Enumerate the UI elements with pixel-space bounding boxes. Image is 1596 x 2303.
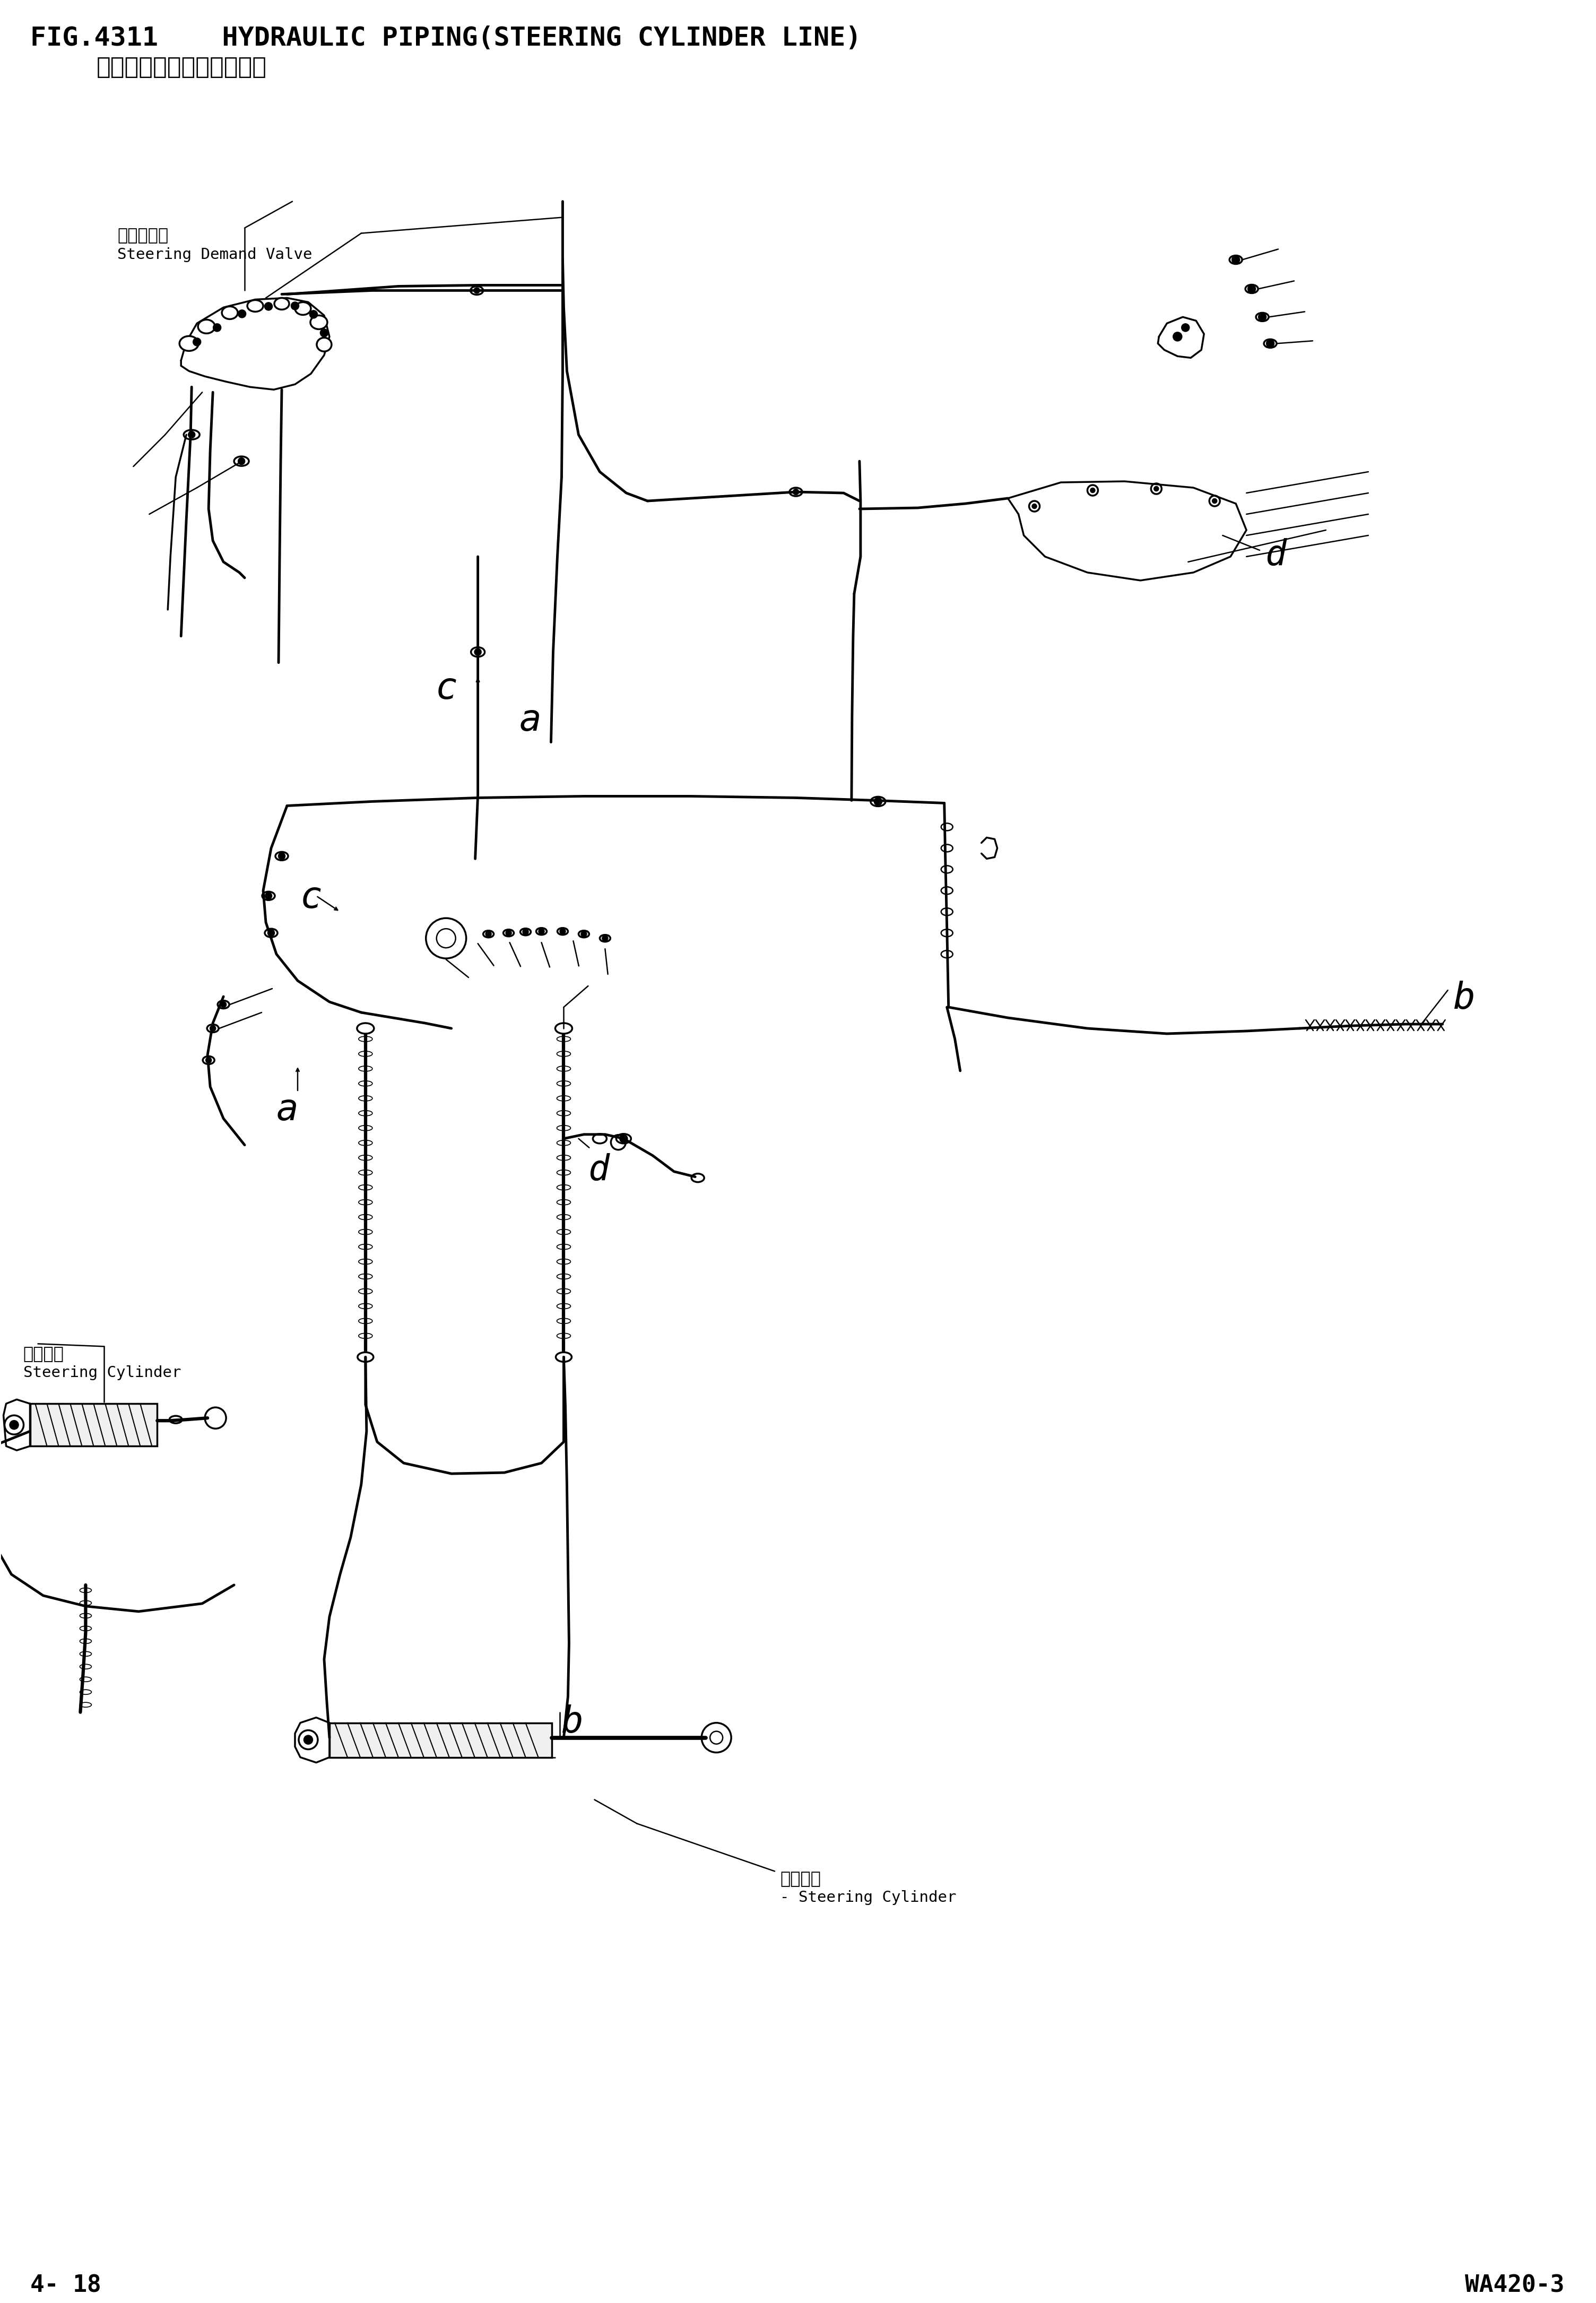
Text: WA420-3: WA420-3 <box>1465 2273 1564 2296</box>
Circle shape <box>506 930 511 935</box>
Ellipse shape <box>179 336 198 350</box>
Circle shape <box>474 288 479 292</box>
Circle shape <box>220 1002 227 1006</box>
Text: Steering Cylinder: Steering Cylinder <box>22 1366 180 1379</box>
Circle shape <box>1090 488 1095 493</box>
Circle shape <box>1033 504 1036 509</box>
Circle shape <box>214 325 220 332</box>
Circle shape <box>793 488 798 495</box>
Circle shape <box>1213 500 1216 502</box>
Circle shape <box>1259 313 1266 320</box>
Circle shape <box>321 329 327 336</box>
Circle shape <box>523 928 528 935</box>
Text: a: a <box>519 702 541 737</box>
Ellipse shape <box>358 1352 373 1361</box>
Text: d: d <box>587 1154 610 1188</box>
Circle shape <box>1232 256 1240 263</box>
Circle shape <box>1248 286 1256 292</box>
Text: b: b <box>1452 981 1475 1016</box>
Ellipse shape <box>555 1023 573 1034</box>
Text: b: b <box>562 1704 584 1739</box>
Circle shape <box>193 339 201 345</box>
Circle shape <box>310 311 318 318</box>
Text: d: d <box>1266 539 1286 573</box>
Circle shape <box>560 928 565 935</box>
Circle shape <box>1173 332 1181 341</box>
Ellipse shape <box>310 316 327 329</box>
Text: Steering Demand Valve: Steering Demand Valve <box>118 246 313 263</box>
Text: c: c <box>436 670 458 707</box>
Circle shape <box>265 894 271 898</box>
Circle shape <box>279 852 286 859</box>
Text: 4- 18: 4- 18 <box>30 2273 101 2296</box>
Ellipse shape <box>295 302 311 316</box>
Circle shape <box>485 930 492 937</box>
Ellipse shape <box>198 320 215 334</box>
Circle shape <box>1154 486 1159 491</box>
Circle shape <box>188 431 195 438</box>
Circle shape <box>474 649 480 654</box>
Ellipse shape <box>555 1352 571 1361</box>
Text: - Steering Cylinder: - Steering Cylinder <box>780 1891 956 1905</box>
Circle shape <box>238 458 244 465</box>
Text: 油压管路（转向油缸回路）: 油压管路（转向油缸回路） <box>96 55 267 78</box>
Circle shape <box>710 1732 723 1743</box>
Text: a: a <box>276 1092 298 1128</box>
Ellipse shape <box>275 297 289 309</box>
Circle shape <box>238 311 246 318</box>
Bar <box>30 1405 156 1446</box>
Circle shape <box>268 930 275 935</box>
Polygon shape <box>180 297 329 389</box>
Ellipse shape <box>358 1023 373 1034</box>
Circle shape <box>539 928 544 935</box>
Circle shape <box>619 1135 627 1142</box>
Circle shape <box>10 1421 18 1430</box>
Circle shape <box>581 930 586 937</box>
Text: 转向需求阀: 转向需求阀 <box>118 228 169 244</box>
Text: FIG.4311    HYDRAULIC PIPING(STEERING CYLINDER LINE): FIG.4311 HYDRAULIC PIPING(STEERING CYLIN… <box>30 25 862 51</box>
Text: 转向油缸: 转向油缸 <box>22 1347 64 1363</box>
Ellipse shape <box>222 306 238 320</box>
Circle shape <box>206 1057 211 1064</box>
Circle shape <box>303 1736 313 1743</box>
Circle shape <box>292 302 298 309</box>
Circle shape <box>602 935 608 942</box>
Circle shape <box>265 302 273 311</box>
Text: 转向油缸: 转向油缸 <box>780 1872 820 1888</box>
Ellipse shape <box>247 299 263 311</box>
Circle shape <box>1181 325 1189 332</box>
Bar <box>329 1723 552 1757</box>
Circle shape <box>1267 341 1274 348</box>
Ellipse shape <box>316 339 332 352</box>
Circle shape <box>875 797 881 806</box>
Circle shape <box>211 1025 215 1032</box>
Text: c: c <box>300 880 322 917</box>
